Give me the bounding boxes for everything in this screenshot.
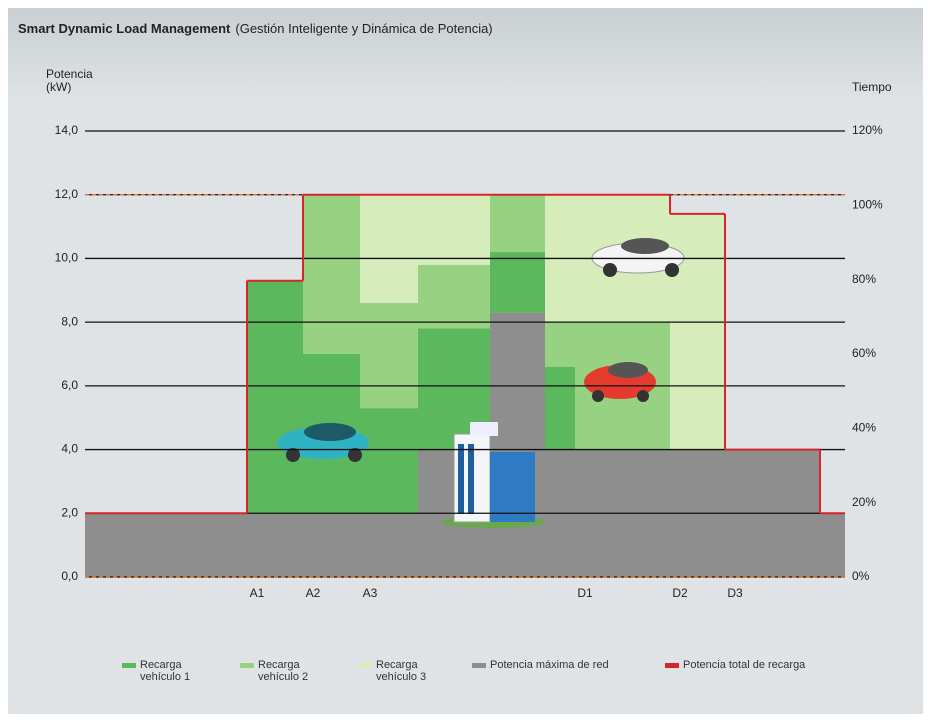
y2-tick-label: 0% <box>852 569 870 583</box>
area-step <box>670 214 725 450</box>
x-tick-label: D1 <box>577 586 593 600</box>
legend-swatch <box>122 663 136 668</box>
x-tick-label: A2 <box>306 586 321 600</box>
y2-tick-label: 60% <box>852 346 876 360</box>
area-step <box>490 313 545 577</box>
area-step <box>490 252 545 313</box>
y-tick-label: 12,0 <box>55 187 79 201</box>
y2-tick-label: 40% <box>852 421 876 435</box>
area-step <box>360 195 418 303</box>
area-step <box>303 195 360 354</box>
y2-axis-label: Tiempo <box>852 80 892 94</box>
area-step <box>360 303 418 408</box>
y2-tick-label: 100% <box>852 198 883 212</box>
y2-tick-label: 80% <box>852 272 876 286</box>
legend-label: Recarga vehículo 2 <box>258 659 316 683</box>
legend-swatch <box>358 663 372 668</box>
chart-title: Smart Dynamic Load Management (Gestión In… <box>18 21 493 36</box>
page: Smart Dynamic Load Management (Gestión In… <box>0 0 931 722</box>
area-step <box>247 513 303 577</box>
legend-label: Potencia total de recarga <box>683 659 853 671</box>
y-tick-label: 6,0 <box>61 378 78 392</box>
legend-label: Potencia máxima de red <box>490 659 660 671</box>
y-tick-label: 10,0 <box>55 251 79 265</box>
title-sub: (Gestión Inteligente y Dinámica de Poten… <box>235 21 492 36</box>
y-tick-label: 0,0 <box>61 569 78 583</box>
area-step <box>490 195 545 252</box>
legend-label: Recarga vehículo 1 <box>140 659 198 683</box>
legend-label: Recarga vehículo 3 <box>376 659 434 683</box>
area-step <box>418 195 490 265</box>
chart: Smart Dynamic Load Management (Gestión In… <box>0 0 931 722</box>
y2-tick-label: 20% <box>852 495 876 509</box>
x-tick-label: A1 <box>250 586 265 600</box>
area-step <box>303 513 360 577</box>
area-step <box>418 265 490 329</box>
area-step <box>820 513 845 577</box>
x-tick-label: D3 <box>727 586 743 600</box>
area-step <box>85 513 247 577</box>
legend-swatch <box>665 663 679 668</box>
y-tick-label: 2,0 <box>61 505 78 519</box>
area-step <box>545 322 575 367</box>
y-tick-label: 4,0 <box>61 442 78 456</box>
y-axis-label: Potencia (kW) <box>46 68 90 94</box>
x-tick-label: D2 <box>672 586 688 600</box>
legend-swatch <box>472 663 486 668</box>
x-tick-label: A3 <box>363 586 378 600</box>
y-tick-label: 8,0 <box>61 314 78 328</box>
legend-swatch <box>240 663 254 668</box>
title-main: Smart Dynamic Load Management <box>18 21 231 36</box>
area-step <box>360 408 418 513</box>
area-step <box>247 281 303 514</box>
y2-tick-label: 120% <box>852 123 883 137</box>
area-step <box>360 513 418 577</box>
y-tick-label: 14,0 <box>55 123 79 137</box>
area-step <box>545 367 575 450</box>
